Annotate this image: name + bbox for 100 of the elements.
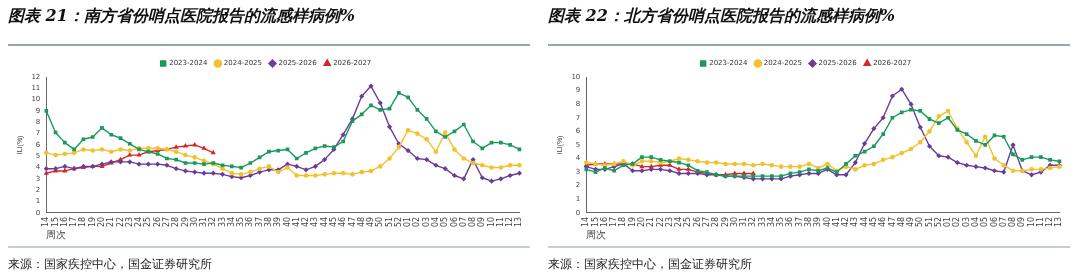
x-tick-label: 52 — [393, 216, 403, 228]
x-tick-label: 08 — [1008, 216, 1018, 228]
x-tick-label: 16 — [59, 216, 69, 228]
x-tick-label: 19 — [627, 216, 637, 228]
x-tick-label: 05 — [440, 216, 450, 228]
x-tick-label: 31 — [199, 216, 209, 228]
x-tick-label: 09 — [1017, 216, 1027, 228]
x-tick-label: 21 — [646, 216, 656, 228]
x-tick-label: 11 — [1035, 216, 1045, 228]
x-tick-label: 51 — [384, 216, 394, 228]
x-tick-label: 37 — [794, 216, 804, 228]
x-tick-label: 16 — [599, 216, 609, 228]
x-tick-label: 49 — [906, 216, 916, 228]
x-tick-label: 15 — [590, 216, 600, 228]
x-tick-label: 39 — [273, 216, 283, 228]
x-axis-title: 周次 — [46, 228, 67, 240]
x-tick-label: 15 — [50, 216, 60, 228]
x-tick-label: 29 — [720, 216, 730, 228]
x-tick-label: 52 — [933, 216, 943, 228]
x-tick-label: 01 — [403, 216, 413, 228]
x-tick-label: 06 — [449, 216, 459, 228]
x-tick-label: 43 — [850, 216, 860, 228]
x-tick-label: 04 — [430, 216, 440, 228]
x-tick-label: 45 — [868, 216, 878, 228]
x-tick-label: 47 — [347, 216, 357, 228]
x-tick-label: 44 — [319, 216, 329, 228]
x-tick-label: 14 — [41, 216, 51, 228]
chart-title: 图表 22：北方省份哨点医院报告的流感样病例% — [548, 6, 896, 27]
x-tick-label: 01 — [943, 216, 953, 228]
x-tick-label: 26 — [152, 216, 162, 228]
x-tick-label: 02 — [412, 216, 422, 228]
x-tick-label: 07 — [998, 216, 1008, 228]
x-tick-label: 13 — [514, 216, 524, 228]
x-tick-label: 46 — [878, 216, 888, 228]
source-note: 来源：国家疾控中心，国金证券研究所 — [548, 256, 752, 273]
x-tick-label: 41 — [831, 216, 841, 228]
x-tick-label: 24 — [674, 216, 684, 228]
x-tick-label: 26 — [692, 216, 702, 228]
x-tick-label: 07 — [458, 216, 468, 228]
x-tick-label: 43 — [310, 216, 320, 228]
x-tick-label: 19 — [87, 216, 97, 228]
x-tick-label: 09 — [477, 216, 487, 228]
x-tick-label: 34 — [226, 216, 236, 228]
x-tick-label: 33 — [757, 216, 767, 228]
x-tick-label: 27 — [161, 216, 171, 228]
x-tick-label: 39 — [813, 216, 823, 228]
x-tick-label: 28 — [711, 216, 721, 228]
x-tick-label: 48 — [356, 216, 366, 228]
x-tick-label: 27 — [701, 216, 711, 228]
x-tick-label: 48 — [896, 216, 906, 228]
x-tick-label: 18 — [618, 216, 628, 228]
x-tick-label: 22 — [655, 216, 665, 228]
x-tick-label: 20 — [97, 216, 107, 228]
x-tick-label: 40 — [822, 216, 832, 228]
x-tick-label: 12 — [1045, 216, 1055, 228]
x-tick-label: 36 — [245, 216, 255, 228]
x-tick-label: 10 — [1026, 216, 1036, 228]
x-tick-label: 06 — [989, 216, 999, 228]
x-tick-label: 37 — [254, 216, 264, 228]
x-tick-label: 31 — [739, 216, 749, 228]
x-tick-label: 05 — [980, 216, 990, 228]
x-tick-label: 24 — [134, 216, 144, 228]
x-tick-label: 25 — [683, 216, 693, 228]
x-axis-title: 周次 — [586, 228, 607, 240]
x-tick-label: 50 — [375, 216, 385, 228]
x-tick-label: 40 — [282, 216, 292, 228]
x-tick-label: 03 — [421, 216, 431, 228]
x-tick-label: 32 — [208, 216, 218, 228]
x-tick-label: 32 — [748, 216, 758, 228]
x-tick-label: 30 — [189, 216, 199, 228]
x-tick-label: 14 — [581, 216, 591, 228]
x-tick-label: 51 — [924, 216, 934, 228]
x-tick-label: 23 — [664, 216, 674, 228]
x-tick-label: 22 — [115, 216, 125, 228]
x-tick-label: 12 — [505, 216, 515, 228]
x-tick-label: 11 — [495, 216, 505, 228]
x-tick-label: 25 — [143, 216, 153, 228]
x-tick-label: 13 — [1054, 216, 1064, 228]
x-tick-label: 50 — [915, 216, 925, 228]
x-tick-label: 38 — [264, 216, 274, 228]
x-tick-label: 33 — [217, 216, 227, 228]
x-tick-label: 34 — [766, 216, 776, 228]
x-tick-label: 47 — [887, 216, 897, 228]
x-tick-label: 42 — [841, 216, 851, 228]
x-tick-label: 46 — [338, 216, 348, 228]
x-tick-label: 17 — [609, 216, 619, 228]
x-tick-label: 35 — [236, 216, 246, 228]
x-tick-label: 45 — [328, 216, 338, 228]
x-tick-label: 36 — [785, 216, 795, 228]
x-tick-label: 38 — [804, 216, 814, 228]
x-tick-label: 21 — [106, 216, 116, 228]
x-tick-label: 17 — [69, 216, 79, 228]
x-tick-label: 18 — [78, 216, 88, 228]
x-tick-label: 29 — [180, 216, 190, 228]
x-tick-label: 10 — [486, 216, 496, 228]
x-tick-label: 44 — [859, 216, 869, 228]
chart-title: 图表 21：南方省份哨点医院报告的流感样病例% — [8, 6, 356, 27]
x-tick-label: 08 — [468, 216, 478, 228]
x-tick-label: 04 — [970, 216, 980, 228]
x-tick-label: 30 — [729, 216, 739, 228]
